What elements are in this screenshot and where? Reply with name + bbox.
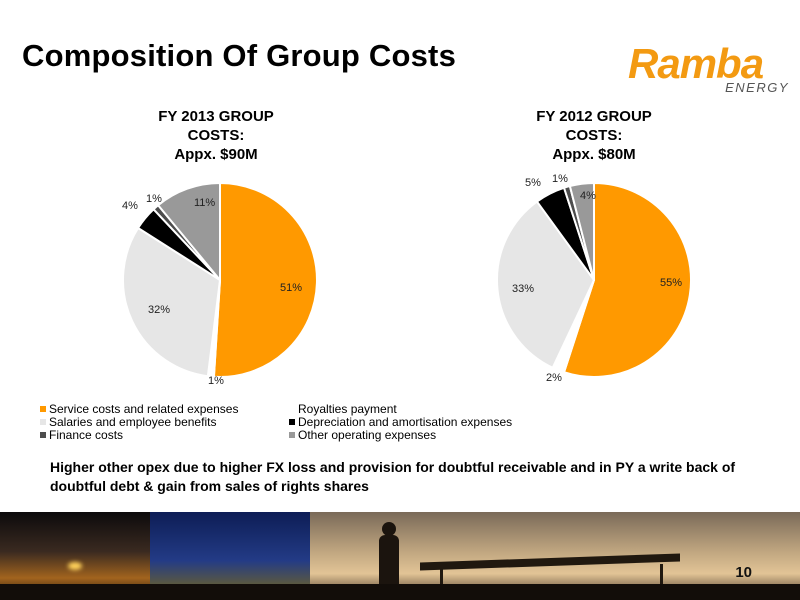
pie-slice-fy2012-2 xyxy=(496,200,596,370)
chart-title-line: COSTS: xyxy=(187,127,245,144)
legend-label: Royalties payment xyxy=(298,402,397,416)
legend-swatch xyxy=(289,432,295,438)
chart-title-fy2013: FY 2013 GROUP COSTS: Appx. $90M xyxy=(116,107,316,164)
logo-subtitle: ENERGY xyxy=(725,80,789,95)
pie-data-label: 2% xyxy=(546,372,562,384)
pie-data-label: 1% xyxy=(552,173,568,185)
legend-swatch xyxy=(289,406,295,412)
worker-silhouette xyxy=(378,522,400,600)
ground-silhouette xyxy=(0,584,800,600)
legend-item-finance-costs: Finance costs xyxy=(40,429,123,442)
pie-data-label: 1% xyxy=(146,193,162,205)
legend-item-salaries: Salaries and employee benefits xyxy=(40,416,216,429)
pie-data-label: 1% xyxy=(208,375,224,387)
pie-data-label: 4% xyxy=(122,200,138,212)
footer-photo-banner: 10 xyxy=(0,512,800,600)
legend-swatch xyxy=(40,406,46,412)
pie-data-label: 4% xyxy=(580,190,596,202)
shed-post xyxy=(440,564,443,588)
legend-swatch xyxy=(40,432,46,438)
legend-label: Finance costs xyxy=(49,428,124,442)
chart-title-line: Appx. $90M xyxy=(174,146,258,163)
worker-head xyxy=(382,522,396,536)
shed-post xyxy=(660,564,663,588)
legend-label: Service costs and related expenses xyxy=(49,402,239,416)
legend-item-depreciation: Depreciation and amortisation expenses xyxy=(289,416,512,429)
logo-wordmark: Ramba xyxy=(628,40,764,87)
pie-data-label: 5% xyxy=(525,177,541,189)
pie-data-label: 55% xyxy=(660,277,682,289)
commentary-note: Higher other opex due to higher FX loss … xyxy=(50,459,736,494)
pie-charts: 51% 1% 32% 4% 1% 11% 55% 2% 33% 5% 1% 4% xyxy=(122,173,692,387)
pie-slice-fy2013-0 xyxy=(212,181,318,378)
pie-data-label: 11% xyxy=(194,197,215,209)
company-logo: Ramba ENERGY xyxy=(628,40,793,100)
pie-slice-fy2013-5 xyxy=(156,181,221,283)
slide-title: Composition Of Group Costs xyxy=(22,38,457,73)
legend-swatch xyxy=(40,419,46,425)
chart-title-line: FY 2012 GROUP xyxy=(536,108,652,125)
pie-data-label: 32% xyxy=(148,304,170,316)
legend-item-service-costs: Service costs and related expenses xyxy=(40,403,238,416)
legend-label: Other operating expenses xyxy=(298,428,437,442)
legend-swatch xyxy=(289,419,295,425)
pie-slice-fy2012-0 xyxy=(562,181,692,378)
pie-data-label: 33% xyxy=(512,283,534,295)
legend-label: Salaries and employee benefits xyxy=(49,415,217,429)
page-number: 10 xyxy=(735,564,752,581)
chart-title-line: COSTS: xyxy=(565,127,623,144)
worker-body xyxy=(379,535,399,600)
chart-title-line: FY 2013 GROUP xyxy=(158,108,274,125)
chart-title-fy2012: FY 2012 GROUP COSTS: Appx. $80M xyxy=(494,107,694,164)
legend-item-other-opex: Other operating expenses xyxy=(289,429,436,442)
legend-label: Depreciation and amortisation expenses xyxy=(298,415,513,429)
pie-slice-fy2012-5 xyxy=(568,181,595,281)
legend-item-royalties: Royalties payment xyxy=(289,403,397,416)
pie-data-label: 51% xyxy=(280,282,302,294)
sun-glow xyxy=(68,562,82,570)
chart-title-line: Appx. $80M xyxy=(552,146,636,163)
